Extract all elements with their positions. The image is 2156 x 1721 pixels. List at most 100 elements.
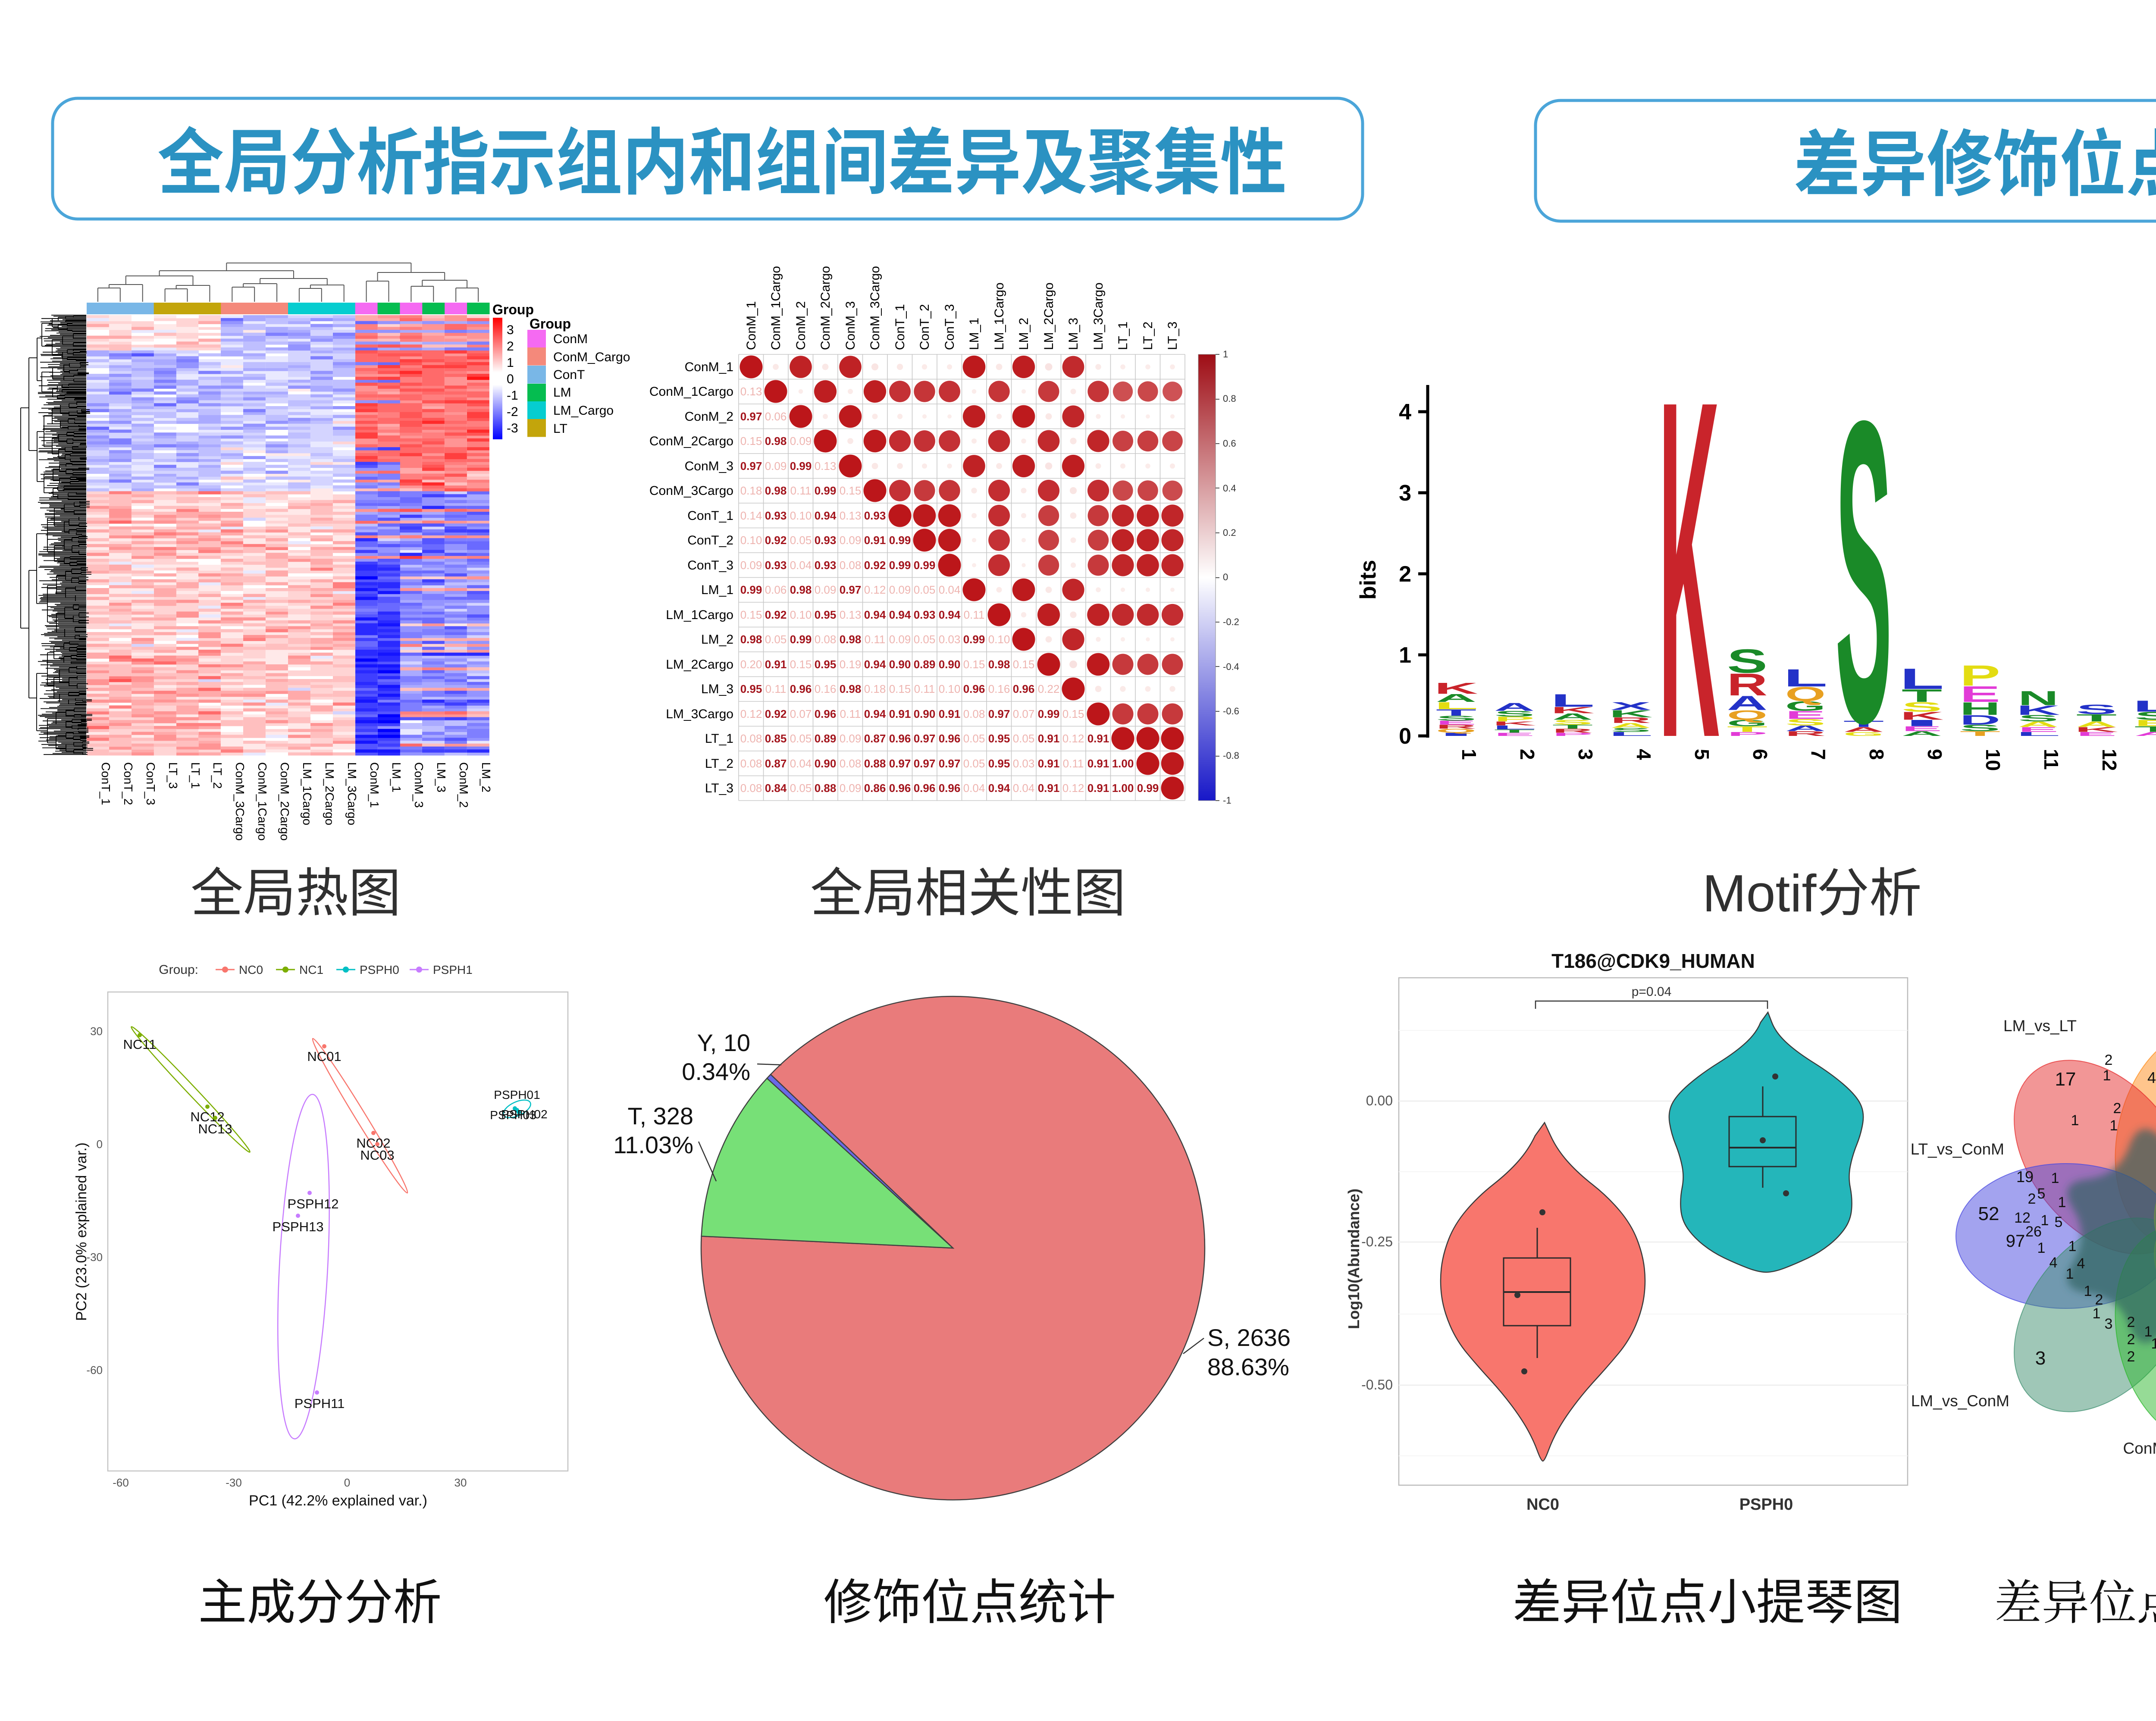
svg-text:0.08: 0.08 [963,707,985,720]
svg-text:0.97: 0.97 [889,757,911,770]
svg-text:Group:: Group: [159,963,198,977]
svg-text:PSPH01: PSPH01 [494,1088,540,1101]
svg-text:1: 1 [2103,1067,2111,1084]
svg-text:G: G [1843,731,1884,737]
svg-text:0.09: 0.09 [740,559,762,572]
svg-text:K: K [2016,703,2060,718]
svg-text:0.05: 0.05 [914,583,936,596]
svg-text:LT_3: LT_3 [1166,322,1180,350]
svg-text:1.00: 1.00 [1112,757,1134,770]
svg-text:0.06: 0.06 [765,583,787,596]
svg-text:R: R [1727,667,1767,702]
svg-text:ConT_3: ConT_3 [943,304,957,350]
svg-text:0.15: 0.15 [790,658,812,671]
svg-text:0.96: 0.96 [939,782,961,795]
svg-text:ConM_3Cargo: ConM_3Cargo [649,484,733,498]
svg-text:0.18: 0.18 [864,682,886,695]
svg-text:LM_1Cargo: LM_1Cargo [992,282,1006,350]
svg-text:I: I [1902,718,1942,728]
svg-text:0.10: 0.10 [740,534,762,547]
svg-text:12: 12 [2098,749,2121,771]
svg-text:0.91: 0.91 [1038,732,1060,745]
svg-text:0.93: 0.93 [815,534,837,547]
svg-text:E: E [1436,720,1476,726]
svg-text:D: D [1960,713,2000,728]
svg-text:ConT_1: ConT_1 [687,509,733,523]
svg-text:10: 10 [1982,749,2004,771]
svg-text:0.13: 0.13 [840,608,862,621]
svg-text:0.05: 0.05 [765,633,787,646]
svg-text:0.10: 0.10 [790,608,812,621]
svg-text:0.99: 0.99 [1137,782,1159,795]
svg-text:K: K [1434,679,1478,697]
svg-text:T: T [2076,712,2117,723]
svg-text:LM_3: LM_3 [1066,318,1081,350]
svg-text:1: 1 [1399,643,1411,668]
svg-text:L: L [2133,697,2156,715]
svg-text:26: 26 [2025,1223,2042,1240]
svg-text:ConM_2Cargo: ConM_2Cargo [649,434,733,448]
svg-text:A: A [1552,711,1593,721]
svg-text:bits: bits [1356,560,1381,600]
svg-text:0.95: 0.95 [815,608,837,621]
svg-text:0.08: 0.08 [840,559,862,572]
svg-text:K: K [1609,708,1652,720]
svg-text:S, 2636: S, 2636 [1207,1324,1291,1351]
svg-text:0.05: 0.05 [790,534,812,547]
svg-text:ConT_3: ConT_3 [144,762,157,805]
svg-text:1: 1 [2066,1266,2074,1282]
svg-text:NC11: NC11 [123,1037,157,1052]
svg-text:NC0: NC0 [239,963,263,976]
svg-text:1: 1 [2058,1194,2066,1211]
svg-text:0.15: 0.15 [740,608,762,621]
svg-text:ConM_1Cargo: ConM_1Cargo [256,762,269,841]
svg-text:0.07: 0.07 [1013,707,1035,720]
svg-text:ConT: ConT [553,368,585,382]
svg-text:A: A [2018,720,2059,729]
svg-text:0.12: 0.12 [1062,732,1084,745]
svg-text:LM_3: LM_3 [435,762,448,792]
svg-text:-0.8: -0.8 [1223,750,1239,761]
svg-text:1: 1 [2068,1238,2077,1255]
svg-text:0.85: 0.85 [765,732,787,745]
svg-text:0.98: 0.98 [740,633,762,646]
svg-text:0.96: 0.96 [939,732,961,745]
svg-text:0.97: 0.97 [988,707,1010,720]
svg-text:0.97: 0.97 [740,410,762,423]
svg-text:Y, 10: Y, 10 [697,1029,750,1056]
svg-text:Motif: Motif [1702,864,1817,923]
svg-text:0.09: 0.09 [889,583,911,596]
svg-text:ConM_3: ConM_3 [412,762,426,808]
svg-text:Group: Group [530,316,571,332]
svg-text:L: L [1551,690,1595,710]
svg-text:ConT_1: ConT_1 [893,304,907,350]
svg-text:ConM: ConM [553,332,588,346]
svg-text:4: 4 [2147,1069,2156,1086]
svg-text:0.12: 0.12 [864,583,886,596]
svg-text:-0.4: -0.4 [1223,661,1239,672]
svg-text:2: 2 [2127,1349,2135,1365]
svg-text:A: A [1843,726,1884,733]
svg-text:0.92: 0.92 [765,534,787,547]
svg-text:11: 11 [2040,749,2062,770]
svg-text:0.94: 0.94 [864,707,886,720]
svg-text:P: P [1727,731,1767,737]
svg-text:NC0: NC0 [1526,1496,1559,1514]
svg-text:NC1: NC1 [299,963,323,976]
svg-text:5: 5 [1691,749,1713,760]
svg-text:ConM_1: ConM_1 [685,360,733,374]
svg-text:PSPH11: PSPH11 [295,1396,345,1411]
svg-text:0.87: 0.87 [864,732,886,745]
svg-text:0.88: 0.88 [815,782,837,795]
svg-text:0.94: 0.94 [939,608,961,621]
svg-text:X: X [1611,700,1651,713]
svg-text:LM_1: LM_1 [701,583,733,597]
svg-text:NC12: NC12 [190,1109,224,1124]
svg-text:2: 2 [2095,1292,2103,1308]
svg-text:0.03: 0.03 [939,633,961,646]
svg-text:A: A [1902,730,1942,738]
svg-text:0.89: 0.89 [914,658,936,671]
svg-text:0.97: 0.97 [914,757,936,770]
svg-text:4: 4 [2049,1255,2058,1271]
svg-text:0.09: 0.09 [840,732,862,745]
